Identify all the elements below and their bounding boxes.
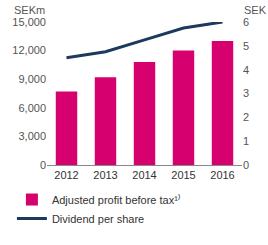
svg-text:2014: 2014: [132, 169, 156, 181]
svg-text:12,000: 12,000: [12, 44, 46, 56]
svg-text:2: 2: [243, 111, 249, 123]
svg-text:0: 0: [40, 159, 46, 171]
svg-text:4: 4: [243, 64, 249, 76]
svg-text:Adjusted profit before tax¹⁾: Adjusted profit before tax¹⁾: [52, 194, 180, 206]
svg-text:6: 6: [243, 16, 249, 28]
svg-text:2016: 2016: [210, 169, 234, 181]
svg-text:1: 1: [243, 135, 249, 147]
svg-text:Dividend per share: Dividend per share: [52, 213, 144, 225]
svg-text:3,000: 3,000: [18, 130, 46, 142]
svg-text:3: 3: [243, 87, 249, 99]
svg-text:2015: 2015: [171, 169, 195, 181]
svg-text:2012: 2012: [54, 169, 78, 181]
svg-text:9,000: 9,000: [18, 73, 46, 85]
svg-text:2013: 2013: [93, 169, 117, 181]
svg-text:SEK: SEK: [244, 4, 267, 16]
svg-text:15,000: 15,000: [12, 16, 46, 28]
svg-text:5: 5: [243, 40, 249, 52]
svg-text:6,000: 6,000: [18, 102, 46, 114]
svg-text:SEKm: SEKm: [14, 4, 45, 16]
svg-text:0: 0: [243, 159, 249, 171]
